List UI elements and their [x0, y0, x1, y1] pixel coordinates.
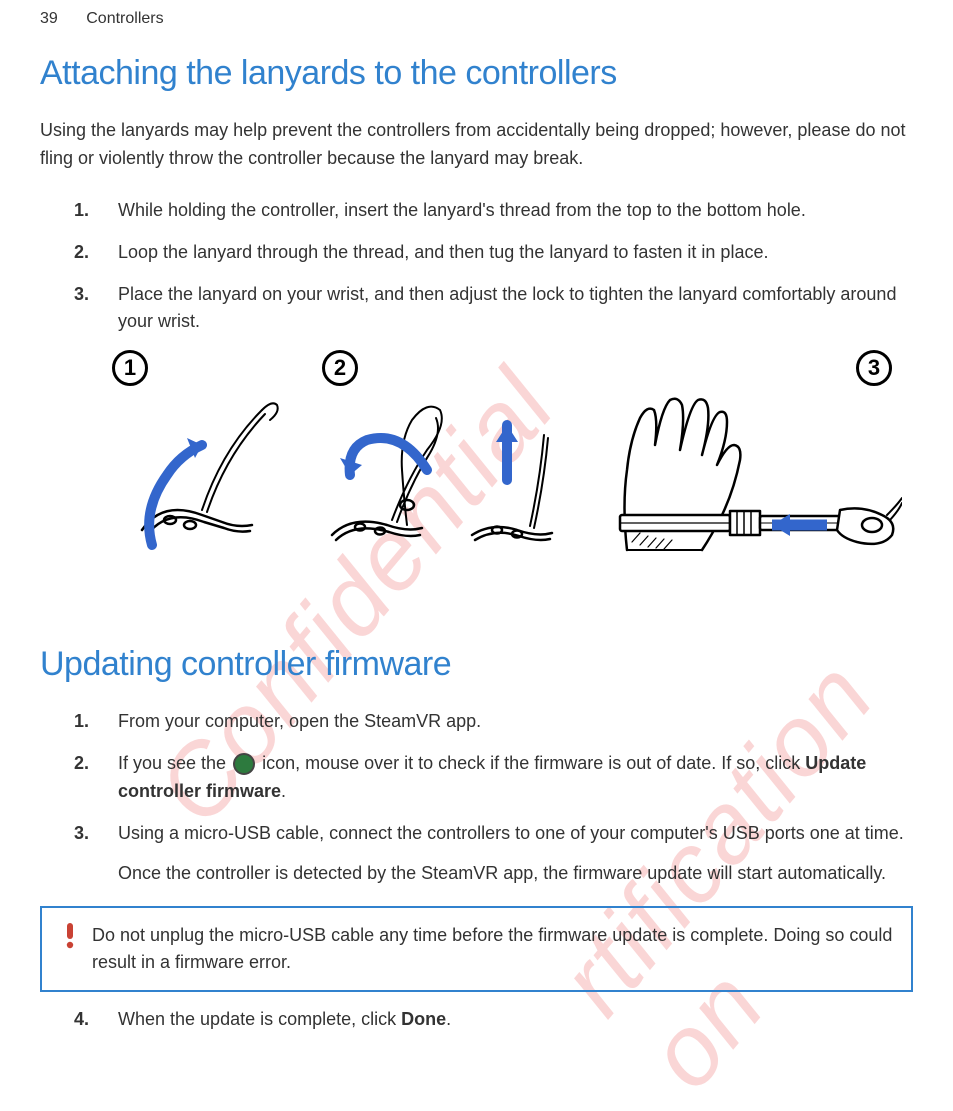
section2-title: Updating controller firmware	[40, 645, 913, 684]
step4-end: .	[446, 1009, 451, 1029]
step2-text-pre: If you see the	[118, 753, 231, 773]
page-header: 39 Controllers	[40, 10, 913, 28]
step4-pre: When the update is complete, click	[118, 1009, 401, 1029]
section1-step1: While holding the controller, insert the…	[74, 197, 913, 225]
page-content: 39 Controllers Attaching the lanyards to…	[0, 0, 953, 1088]
section1-title: Attaching the lanyards to the controller…	[40, 54, 913, 93]
section1-steps: While holding the controller, insert the…	[40, 197, 913, 337]
step3-sub: Once the controller is detected by the S…	[118, 860, 913, 888]
section2-steps-cont: When the update is complete, click Done.	[40, 1006, 913, 1034]
illustration-panel-1: 1	[112, 350, 302, 595]
section2-step2: If you see the icon, mouse over it to ch…	[74, 750, 913, 806]
section1-intro: Using the lanyards may help prevent the …	[40, 117, 913, 173]
page-number: 39	[40, 10, 58, 28]
step2-end: .	[281, 781, 286, 801]
section-name: Controllers	[86, 10, 163, 27]
section2-step3: Using a micro-USB cable, connect the con…	[74, 820, 913, 888]
section2-step1: From your computer, open the SteamVR app…	[74, 708, 913, 736]
controller-status-icon	[233, 753, 255, 775]
step3-main: Using a micro-USB cable, connect the con…	[118, 823, 904, 843]
illustration-panel-3: 3	[572, 350, 902, 595]
lanyard-illustration: 1 2	[112, 350, 913, 595]
warning-icon	[60, 926, 80, 946]
step4-bold: Done	[401, 1009, 446, 1029]
section1-step3: Place the lanyard on your wrist, and the…	[74, 281, 913, 337]
section2-steps: From your computer, open the SteamVR app…	[40, 708, 913, 887]
illustration-panel-2: 2	[312, 350, 562, 595]
step2-text-post: icon, mouse over it to check if the firm…	[257, 753, 805, 773]
section1-step2: Loop the lanyard through the thread, and…	[74, 239, 913, 267]
section2-step4: When the update is complete, click Done.	[74, 1006, 913, 1034]
warning-box: Do not unplug the micro-USB cable any ti…	[40, 906, 913, 992]
warning-text: Do not unplug the micro-USB cable any ti…	[92, 925, 892, 972]
